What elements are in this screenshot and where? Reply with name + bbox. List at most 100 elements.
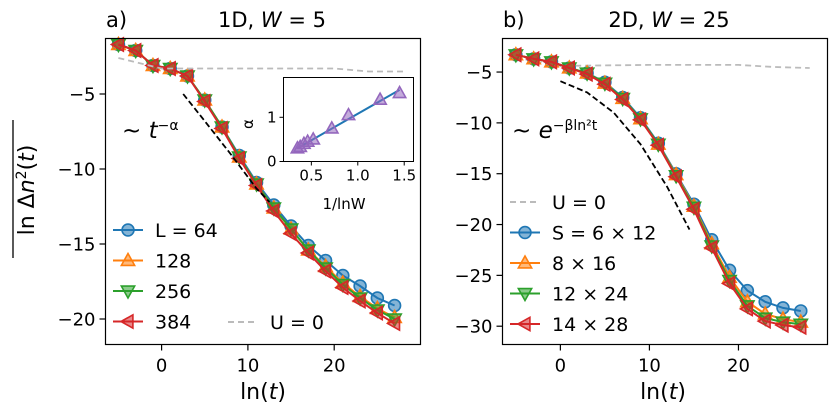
y-tick-label-b: −5 — [466, 63, 493, 84]
legend-marker — [516, 254, 534, 269]
y-axis-label: ln Δn2(t) — [14, 145, 40, 236]
data-point-b-14-28 — [560, 59, 575, 76]
inset-x-label: 1/lnW — [322, 195, 365, 213]
inset-data-point — [340, 106, 357, 121]
legend-label: L = 64 — [155, 220, 218, 242]
data-point-b-14-28 — [631, 111, 647, 128]
chart-title-a: 1D, W = 5 — [218, 8, 326, 32]
axes-a: 0 10 20−5−10−15−20 — [58, 85, 346, 377]
legend-item-a-384: 384 — [113, 312, 191, 334]
data-point-a-384 — [213, 120, 228, 137]
data-point-a-384 — [109, 36, 125, 53]
plot-area-b — [507, 46, 810, 336]
inset-x-tick-label: 1.5 — [392, 167, 416, 185]
legend-item-a-256: 256 — [113, 281, 191, 303]
plot-frame-a — [104, 37, 422, 346]
inset-y-tick-label: 0 — [267, 153, 277, 171]
chart-title-b: 2D, W = 25 — [608, 8, 729, 32]
x-tick-label-b: 10 — [638, 356, 661, 377]
inset-plot: 0.5 1.0 1.5 0 1 — [267, 84, 416, 185]
data-point-b-14-28 — [614, 91, 629, 108]
data-point-a-384 — [178, 67, 194, 85]
y-tick-label-a: −20 — [58, 310, 96, 331]
legend-label: U = 0 — [270, 312, 324, 334]
data-point-a-384 — [351, 292, 366, 310]
y-tick-label-b: −20 — [455, 215, 493, 236]
data-point-a-384 — [127, 42, 142, 59]
data-point-a-384 — [265, 202, 280, 220]
series-line-a-u-0 — [118, 57, 404, 73]
panel-label-b: b) — [503, 8, 525, 32]
data-point-a-384 — [230, 150, 245, 167]
inset-x-tick-label: 0.5 — [299, 167, 323, 185]
legend-marker — [516, 315, 531, 333]
series-line-b-8-16 — [515, 53, 801, 324]
x-tick-label-b: 0 — [555, 356, 566, 377]
data-point-b-14-28 — [792, 319, 807, 336]
annotation-gaussian: ~ e−βln²t — [512, 118, 598, 144]
legend-label: S = 6 × 12 — [552, 223, 656, 245]
data-point-b-14-28 — [578, 66, 593, 83]
data-point-b-14-28 — [507, 46, 522, 63]
plot-area-a — [109, 35, 404, 332]
legend-marker — [119, 251, 137, 267]
inset-data-point — [305, 131, 321, 145]
panel-2d: b) 2D, W = 25 0 10 20 −5 −10 −15 −20 −25 −30 ln(… — [455, 8, 829, 405]
series-markers-a-384 — [109, 36, 401, 332]
inset-data-point — [372, 91, 388, 105]
y-tick-label-b: −25 — [455, 266, 493, 287]
series-line-b-u-0 — [515, 56, 810, 69]
x-tick-label-a: 10 — [236, 356, 259, 377]
legend-label: 8 × 16 — [552, 253, 616, 275]
x-tick-label-a: 0 — [156, 356, 167, 377]
data-point-a-384 — [385, 315, 401, 332]
data-point-a-384 — [282, 225, 297, 242]
data-point-b-14-28 — [596, 76, 611, 93]
legend-label: 128 — [155, 251, 191, 273]
data-point-b-14-28 — [685, 201, 700, 218]
data-point-a-384 — [247, 177, 263, 194]
inset-y-label: α — [239, 119, 257, 129]
y-tick-label-b: −30 — [455, 317, 493, 338]
legend-marker — [516, 287, 534, 303]
x-tick-label-a: 20 — [323, 356, 346, 377]
legend-label: 256 — [155, 281, 191, 303]
data-point-a-384 — [196, 93, 211, 110]
data-point-a-384 — [316, 262, 332, 280]
data-point-b-14-28 — [738, 300, 754, 317]
legend-item-b-s-6-12: S = 6 × 12 — [510, 223, 656, 245]
legend-marker — [119, 285, 137, 300]
data-point-b-14-28 — [703, 239, 718, 256]
x-axis-label-a: ln(t) — [240, 380, 286, 405]
inset-data-point — [324, 120, 340, 134]
legend-label: U = 0 — [552, 192, 606, 214]
annotation-power-law: ~ t−α — [122, 118, 179, 144]
inset-y-tick-label: 1 — [267, 108, 277, 126]
legend-label: 12 × 24 — [552, 284, 628, 306]
y-tick-label-a: −5 — [69, 85, 96, 106]
series-markers-b-14-28 — [507, 46, 807, 336]
y-tick-label-b: −10 — [455, 113, 493, 134]
legend-b: U = 0 S = 6 × 12 8 × 16 12 × 24 14 × 28 — [510, 192, 656, 336]
legend-marker — [121, 223, 135, 237]
legend-item-b-12-24: 12 × 24 — [510, 284, 628, 306]
y-tick-label-a: −15 — [58, 235, 96, 256]
y-tick-label-b: −15 — [455, 164, 493, 185]
series-line-a-power-law-fit — [182, 93, 271, 203]
legend-item-a-l-64: L = 64 — [113, 220, 218, 242]
data-point-b-14-28 — [720, 275, 736, 292]
legend-item-a-u-0: U = 0 — [228, 312, 324, 334]
inset-data-point — [392, 84, 408, 99]
data-point-b-14-28 — [649, 137, 665, 154]
legend-label: 14 × 28 — [552, 314, 628, 336]
legend-item-b-8-16: 8 × 16 — [510, 253, 616, 275]
data-point-b-14-28 — [756, 313, 771, 330]
data-point-b-14-28 — [774, 317, 789, 334]
data-point-b-14-28 — [667, 168, 682, 185]
legend-label: 384 — [155, 312, 191, 334]
legend-item-b-14-28: 14 × 28 — [510, 314, 628, 336]
data-point-a-384 — [334, 279, 349, 296]
plot-frame-b — [501, 37, 829, 346]
panel-label-a: a) — [106, 8, 127, 32]
